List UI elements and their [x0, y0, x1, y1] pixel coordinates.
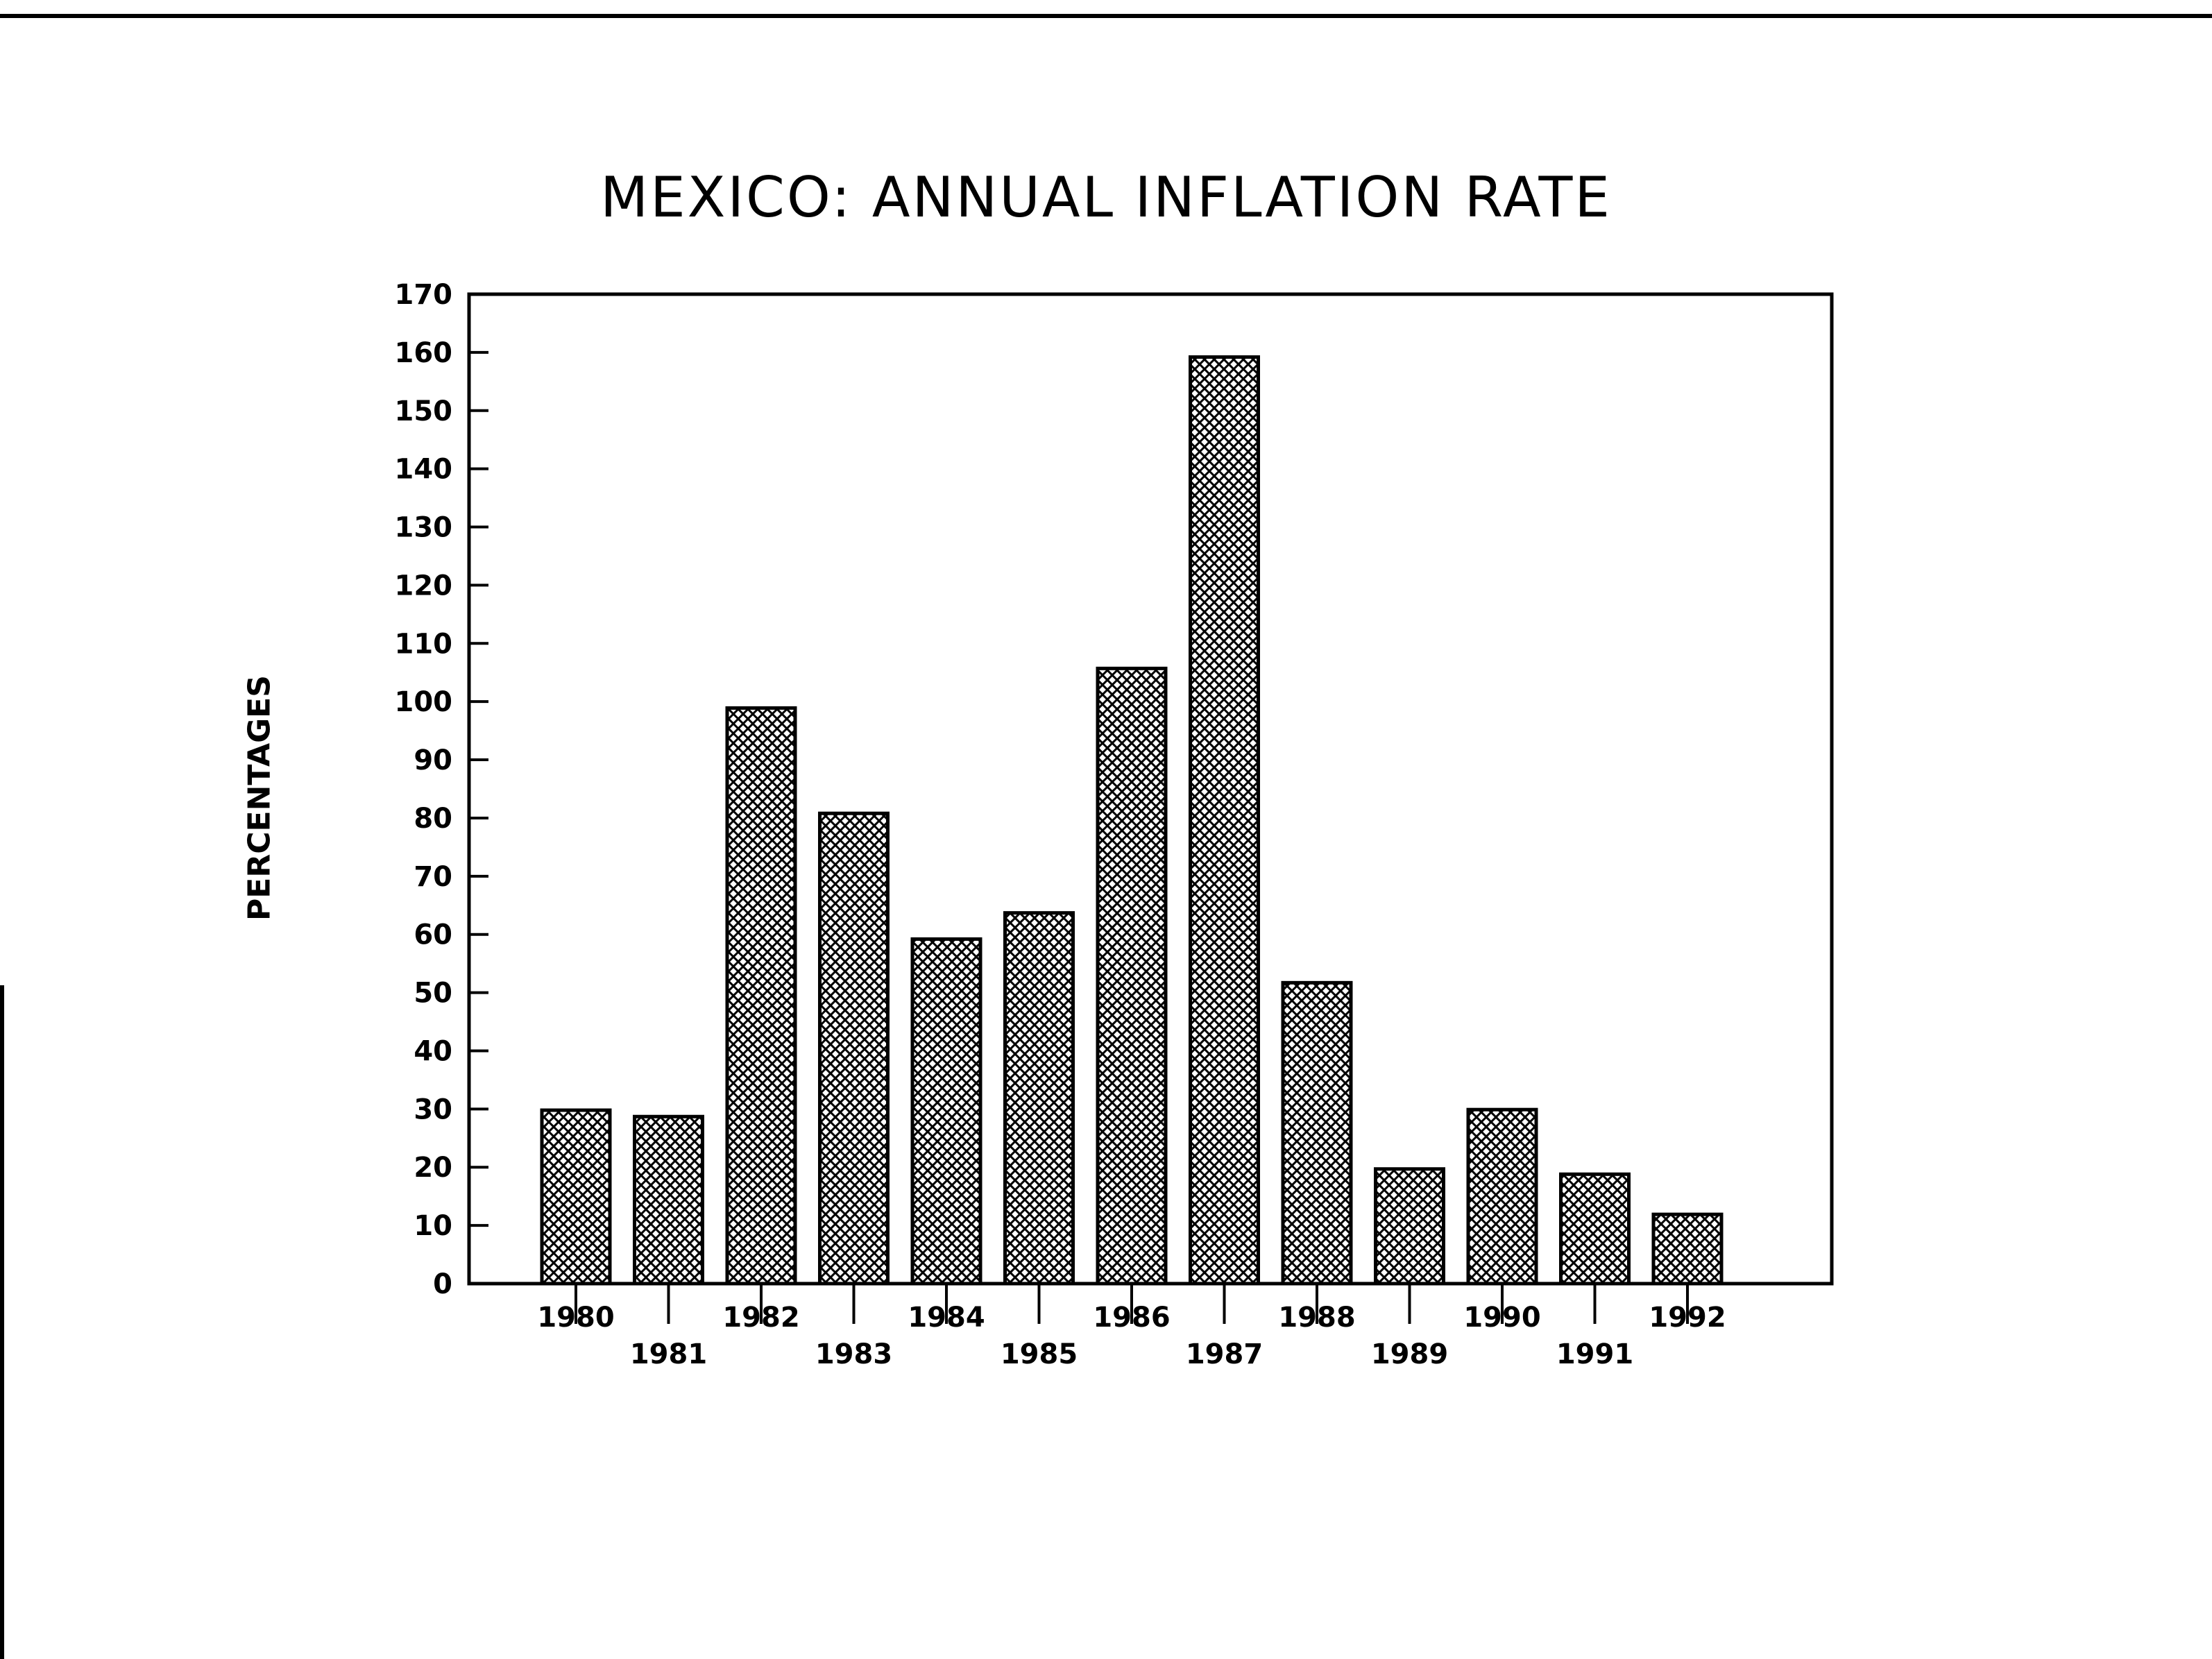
bar-1988 — [1281, 980, 1353, 1286]
y-tick-label: 130 — [395, 512, 453, 544]
left-border-rule — [0, 985, 4, 1659]
y-tick-label: 110 — [395, 628, 453, 660]
y-tick-label: 60 — [414, 919, 452, 951]
y-tick-label: 150 — [395, 395, 453, 427]
x-tick-label-1989: 1989 — [1371, 1338, 1448, 1370]
y-tick-label: 100 — [395, 686, 453, 718]
y-tick-label: 160 — [395, 337, 453, 369]
y-tick-label: 140 — [395, 454, 453, 486]
bar-1985 — [1003, 911, 1075, 1286]
x-tick-label-1988: 1988 — [1278, 1302, 1355, 1334]
bar-1987 — [1189, 355, 1260, 1286]
y-tick-label: 30 — [414, 1094, 452, 1125]
bar-1989 — [1374, 1167, 1445, 1286]
chart-title: MEXICO: ANNUAL INFLATION RATE — [600, 165, 1612, 230]
x-tick-label-1983: 1983 — [815, 1338, 892, 1370]
bar-1984 — [910, 937, 982, 1286]
x-tick-label-1986: 1986 — [1093, 1302, 1170, 1334]
x-tick-label-1980: 1980 — [537, 1302, 614, 1334]
x-tick-label-1981: 1981 — [630, 1338, 707, 1370]
x-tick-label-1987: 1987 — [1186, 1338, 1263, 1370]
y-tick-label: 90 — [414, 745, 452, 776]
x-tick-label-1990: 1990 — [1463, 1302, 1540, 1334]
y-tick-label: 70 — [414, 861, 452, 893]
bar-1992 — [1651, 1212, 1724, 1286]
bar-1982 — [725, 706, 797, 1286]
y-tick-label: 20 — [414, 1152, 452, 1184]
bar-1986 — [1096, 666, 1168, 1286]
bar-1990 — [1466, 1107, 1538, 1286]
x-tick-label-1985: 1985 — [1001, 1338, 1078, 1370]
bar-1983 — [818, 811, 890, 1286]
top-border-rule — [0, 14, 2212, 18]
y-tick-label: 0 — [433, 1268, 452, 1300]
x-tick-label-1991: 1991 — [1556, 1338, 1633, 1370]
bar-1981 — [633, 1114, 704, 1286]
y-tick-label: 170 — [395, 279, 453, 311]
x-tick-label-1984: 1984 — [908, 1302, 985, 1334]
x-tick-label-1982: 1982 — [722, 1302, 799, 1334]
y-tick-label: 80 — [414, 803, 452, 835]
y-tick-label: 50 — [414, 978, 452, 1010]
x-tick-label-1992: 1992 — [1649, 1302, 1726, 1334]
y-tick-label: 120 — [395, 570, 453, 602]
y-tick-label: 10 — [414, 1210, 452, 1242]
bar-1980 — [540, 1108, 612, 1286]
y-tick-label: 40 — [414, 1035, 452, 1067]
bar-1991 — [1559, 1172, 1631, 1286]
